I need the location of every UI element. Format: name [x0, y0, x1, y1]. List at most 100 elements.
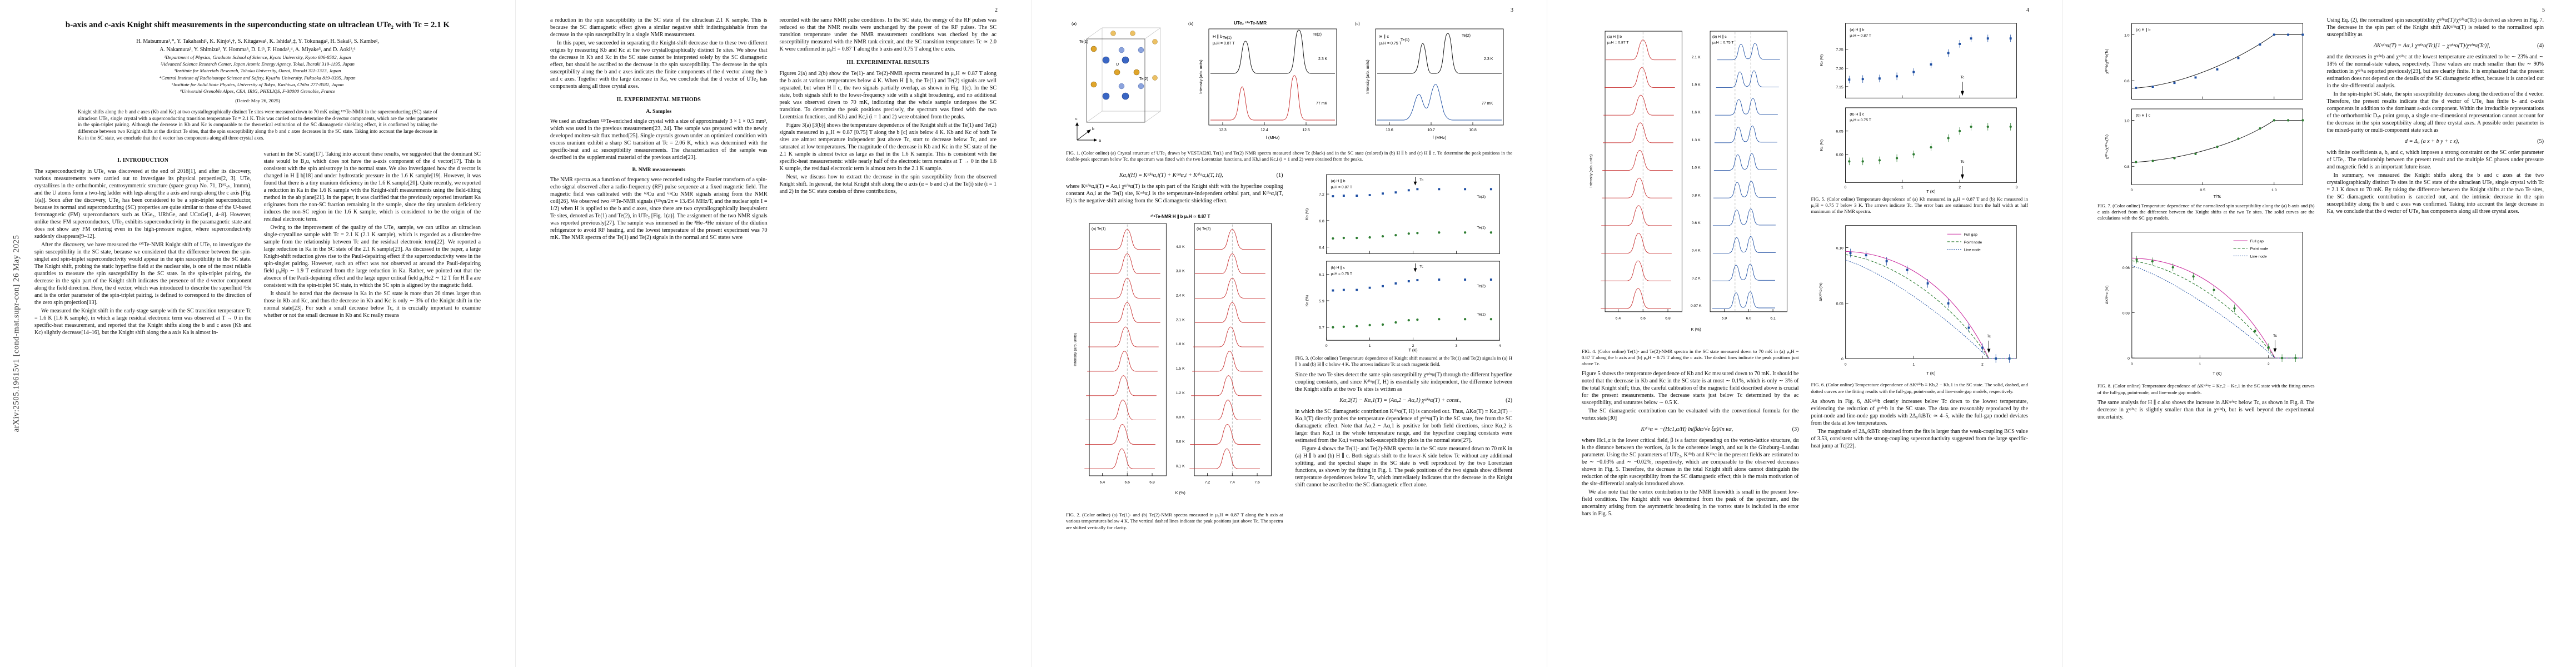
- figure-5-image: (a) H ∥ b μ₀H = 0.87 T (b) H ∥ c μ₀H = 0…: [1820, 23, 2017, 193]
- fig8-x-tick: 2: [2268, 362, 2270, 366]
- body-paragraph: After the discovery, we have measured th…: [34, 242, 252, 306]
- temp-label: 1.3 K: [1692, 138, 1701, 142]
- fig1-field-b2-label: μ₀H = 0.87 T: [1213, 42, 1235, 46]
- fig1-c-tick: 10.7: [1427, 128, 1435, 132]
- fig3-b-tick: 6.1: [1319, 273, 1324, 277]
- fig4-panel-a-field: μ₀H = 0.87 T: [1607, 41, 1629, 45]
- fig1-field-c2-label: μ₀H = 0.75 T: [1379, 42, 1402, 46]
- body-paragraph: Since the two Te sites detect the same s…: [1295, 371, 1513, 392]
- line-node-fit-curve: [1845, 260, 2016, 359]
- body-paragraph: In summary, we measured the Knight shift…: [2326, 172, 2544, 215]
- fig5-a-tick: 7.15: [1836, 86, 1843, 89]
- figure-6-image: Full gap Point node Line node: [1819, 225, 2017, 376]
- tc-label: Tc: [2273, 335, 2277, 339]
- fig1-axis-b-label: b: [1092, 127, 1094, 131]
- affiliation-6: ⁶Université Grenoble Alpes, CEA, IRIG, P…: [180, 88, 336, 94]
- fig5-a-tick: 7.25: [1836, 48, 1843, 52]
- figure-6: Full gap Point node Line node: [1811, 219, 2028, 394]
- fig6-x-axis-label: T (K): [1926, 371, 1935, 376]
- temp-label: 1.9 K: [1692, 83, 1701, 87]
- fig1-y-axis-label: Intensity (arb. units): [1199, 59, 1203, 93]
- body-paragraph: in which the SC diamagnetic contribution…: [1295, 408, 1513, 444]
- fig8-y-tick: 0.03: [2122, 312, 2130, 316]
- figure-4-image: (a) H ∥ b μ₀H = 0.87 T (b) H ∥ c μ₀H = 0…: [1590, 31, 1788, 332]
- fig7-x-tick: 1.0: [2271, 188, 2277, 192]
- figure-8: Full gap Point node Line node: [2097, 226, 2315, 395]
- fig8-y-tick: 0.06: [2122, 266, 2130, 270]
- normal-state-spectrum: [1210, 29, 1335, 74]
- body-paragraph: The same analysis for H ∥ c also shows t…: [2097, 399, 2315, 420]
- equation-body: Kᵈⁱᵃα = −(Hc1,α/H) ln(βdα/√e ξα)/ln κα,: [1641, 426, 1733, 433]
- fig4-panel-b-field: μ₀H = 0.75 T: [1712, 41, 1734, 45]
- fig3-te1-series-b-axis: [1331, 231, 1492, 240]
- body-paragraph: In the spin-triplet SC state, the spin s…: [2326, 91, 2544, 133]
- fig2-a-tick: 6.8: [1150, 481, 1155, 485]
- fig1-x-axis-label: f (MHz): [1265, 135, 1279, 140]
- fig5-a-tick: 7.20: [1836, 67, 1843, 71]
- affiliation-5: ⁵Institute for Solid State Physics, Univ…: [171, 82, 344, 87]
- temp-label: 2.1 K: [1176, 318, 1185, 322]
- fig8-tc-arrow: Tc: [2273, 335, 2278, 353]
- fig1-b-tick: 12.5: [1302, 128, 1310, 132]
- fig7-x-tick: 0.5: [2200, 188, 2206, 192]
- fig2-x-axis-label: K (%): [1175, 490, 1185, 495]
- tc-label: Tc: [1960, 76, 1964, 79]
- figure-8-caption: FIG. 8. (Color online) Temperature depen…: [2097, 383, 2315, 395]
- fig1-peak-te1-label: Te(1): [1401, 38, 1409, 42]
- figure-2: ¹²⁵Te-NMR H ∥ b μ₀H ≃ 0.87 T (a) Te(1) (…: [1066, 209, 1283, 530]
- fig7-y-axis-label-a: χˢᵖⁱⁿb/χˢᵖⁱⁿb(Tc): [2105, 49, 2109, 74]
- body-paragraph: The SC diamagnetic contribution can be e…: [1582, 408, 1799, 422]
- fig5-panel-b-label: (b) H ∥ c: [1850, 112, 1864, 117]
- fig1-panel-c-label: (c): [1355, 21, 1360, 26]
- equation-body: Kα,i(H) = Kˢᵖⁱⁿα,i(T) + Kᵒʳᵇα,i + Kᵈⁱᵃα,…: [1119, 172, 1223, 179]
- fig1-b-tick: 12.3: [1219, 128, 1227, 132]
- tc-label: Tc: [1419, 178, 1423, 182]
- fig3-panel-b-label: (b) H ∥ c: [1331, 266, 1345, 270]
- section-heading-results: III. EXPERIMENTAL RESULTS: [846, 59, 930, 66]
- fig7-panel-a-label: (a) H ∥ b: [2136, 28, 2151, 32]
- point-node-fit-curve: [1845, 255, 2016, 359]
- fig5-x-axis-label: T (K): [1926, 189, 1935, 193]
- temp-label: 1.5 K: [1176, 367, 1185, 371]
- fig3-te1-legend: Te(1): [1477, 226, 1486, 230]
- display-equation-2: Kα,2(T) − Kα,1(T) = (Aα,2 − Aα,1) χˢᵖⁱⁿα…: [1296, 397, 1512, 404]
- figure-1-caption: FIG. 1. (Color online) (a) Crystal struc…: [1066, 150, 1512, 162]
- fig1-panel-b-label: (b): [1188, 21, 1194, 26]
- body-paragraph: where Kˢᵖⁱⁿα,i(T) = Aα,i χˢᵖⁱⁿα(T) is th…: [1066, 183, 1283, 205]
- fig8-x-tick: 0: [2131, 362, 2133, 366]
- fig6-data-points: [1849, 252, 2011, 360]
- temp-label: 3.0 K: [1176, 270, 1185, 273]
- arxiv-stamp: arXiv:2505.19615v1 [cond-mat.supr-con] 2…: [12, 235, 21, 432]
- page-1-columns: I. INTRODUCTION The superconductivity in…: [34, 151, 481, 337]
- page-3-column-right: (a) H ∥ b μ₀H = 0.87 T (b) H ∥ c μ₀H = 0…: [1295, 168, 1513, 489]
- fig7-x-tick: 0: [2131, 188, 2133, 192]
- temp-label: 1.8 K: [1176, 342, 1185, 346]
- tc-label: Tc: [1419, 265, 1423, 269]
- figure-5-caption: FIG. 5. (Color online) Temperature depen…: [1811, 196, 2029, 215]
- affiliation-4: ⁴Central Institute of Radioisotope Scien…: [160, 74, 356, 81]
- tc-label: Tc: [1987, 335, 1991, 339]
- fig6-legend: Full gap Point node Line node: [1947, 233, 1982, 252]
- authors-line-2: A. Nakamura³, Y. Shimizu³, Y. Homma³, D.…: [160, 46, 356, 53]
- temp-label: 0.8 K: [1692, 193, 1701, 197]
- fig3-x-tick: 0: [1326, 344, 1328, 348]
- fig1-axis-a-label: a: [1099, 139, 1101, 143]
- fig6-y-axis-label: ΔKˢᵖⁱⁿb (%): [1819, 283, 1823, 302]
- figure-1-image: (a): [1072, 21, 1503, 143]
- display-equation-1: Kα,i(H) = Kˢᵖⁱⁿα,i(T) + Kᵒʳᵇα,i + Kᵈⁱᵃα,…: [1066, 172, 1283, 178]
- tc-label: Tc: [1960, 160, 1964, 164]
- body-paragraph: Figures 2(a) and 2(b) show the Te(1)- an…: [779, 71, 997, 120]
- body-paragraph: The superconductivity in UTe₂ was discov…: [34, 168, 252, 240]
- fig3-b-tick: 5.7: [1319, 326, 1324, 330]
- fig3-tc-arrows: Tc Tc: [1413, 177, 1423, 272]
- page-4-column-left: (a) H ∥ b μ₀H = 0.87 T (b) H ∥ c μ₀H = 0…: [1582, 17, 1799, 519]
- fig7-x-axis-label: T/Tc: [2214, 194, 2221, 199]
- fig3-a-tick: 6.8: [1319, 220, 1324, 223]
- body-paragraph: recorded with the same NMR pulse conditi…: [779, 17, 997, 52]
- fig6-y-tick: 0.10: [1836, 247, 1843, 251]
- page-2-column-left: a reduction in the spin susceptibility i…: [550, 17, 768, 242]
- body-paragraph: We also note that the vortex contributio…: [1582, 489, 1799, 517]
- page-number: 4: [2026, 7, 2029, 13]
- body-paragraph: variant in the SC state[17]. Taking into…: [263, 151, 481, 222]
- body-paragraph: a reduction in the spin susceptibility i…: [550, 17, 768, 38]
